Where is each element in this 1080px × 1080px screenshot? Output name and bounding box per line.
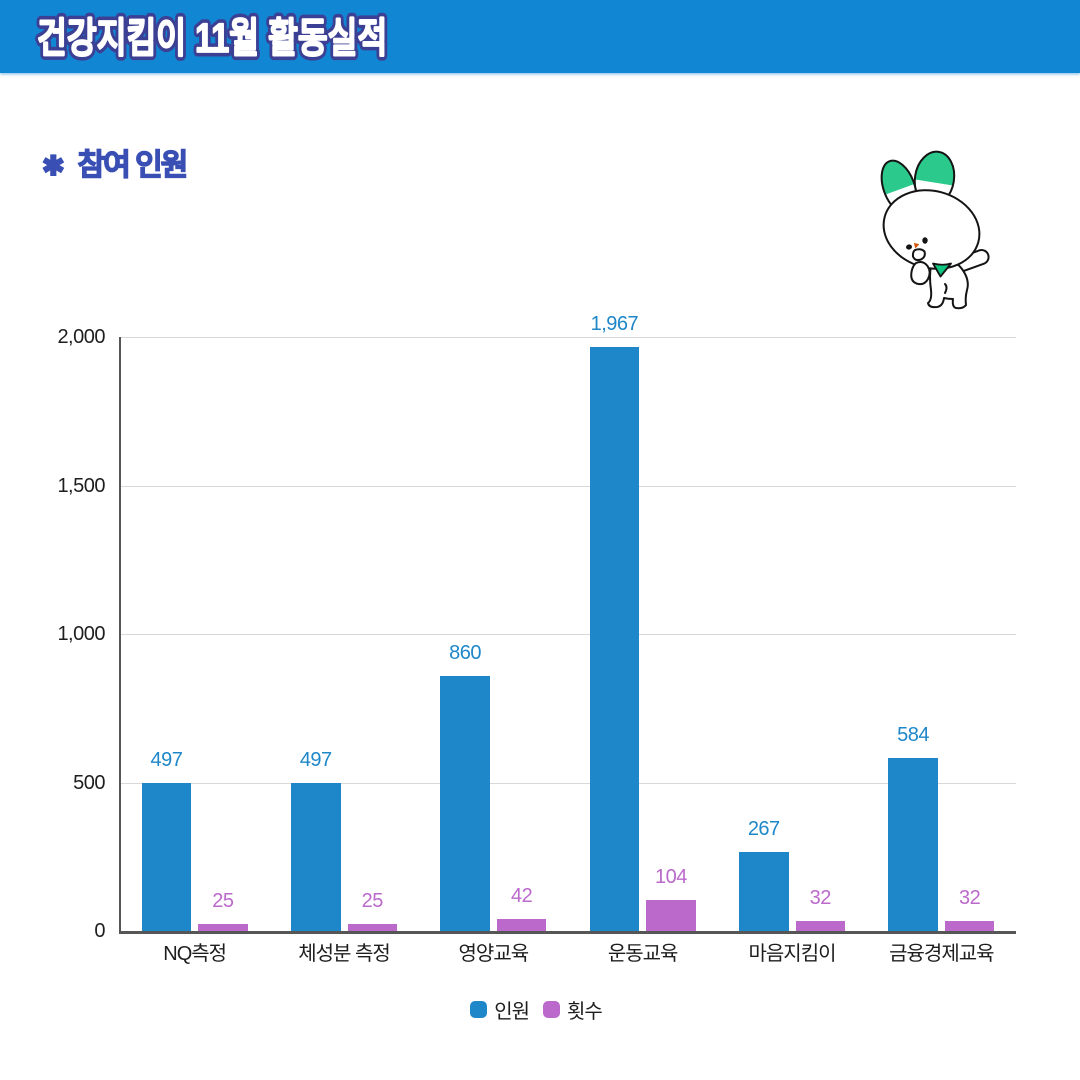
bar-value-label: 104: [654, 866, 687, 889]
gridline-1000: [120, 634, 1016, 635]
bar-value-label: 25: [212, 889, 234, 912]
section-heading: ✱ 참여 인원: [42, 147, 190, 185]
y-axis-line: [119, 337, 121, 933]
page-title-outline: 건강지킴이 11월 활동실적: [37, 15, 387, 60]
bar-인원-3: [589, 346, 640, 931]
legend-label: 횟수: [567, 1001, 603, 1023]
bar-value-label: 1,967: [590, 312, 639, 335]
bar-value-label: 584: [897, 723, 930, 746]
bar-인원-2: [440, 675, 490, 931]
y-tick-label: 1,500: [57, 474, 105, 497]
rabbit-right-eye: [922, 237, 928, 244]
x-axis-line: [119, 931, 1016, 934]
rabbit-nose: [914, 243, 919, 248]
bar-횟수-4: [795, 921, 845, 931]
chart-legend: 인원 횟수: [0, 995, 1072, 1024]
bar-횟수-0: [198, 923, 248, 931]
bar-횟수-3: [646, 900, 696, 931]
section-title: 참여 인원: [77, 149, 189, 182]
asterisk-icon: ✱: [42, 150, 66, 181]
category-label-0: NQ측정: [163, 943, 227, 965]
bar-인원-0: [141, 783, 192, 931]
header-title-wrap: 건강지킴이 11월 활동실적 건강지킴이 11월 활동실적: [33, 11, 391, 64]
category-label-3: 운동교육: [607, 943, 679, 965]
rabbit-left-eye: [906, 244, 912, 250]
bar-value-label: 42: [510, 884, 533, 907]
bar-value-label: 25: [361, 889, 384, 912]
header-bar: [0, 0, 1080, 73]
bar-value-label: 497: [299, 749, 332, 772]
y-tick-label: 2,000: [57, 326, 105, 348]
category-label-4: 마음지킴이: [748, 943, 837, 965]
bar-인원-5: [888, 757, 938, 931]
rabbit-scarf: [932, 262, 952, 278]
page-title: 건강지킴이 11월 활동실적: [37, 15, 387, 60]
legend-item-인원: 인원: [470, 995, 530, 1024]
bar-value-label: 497: [150, 749, 183, 772]
bar-횟수-2: [496, 918, 547, 931]
category-label-5: 금융경제교육: [889, 943, 994, 965]
rabbit-mascot: [875, 148, 990, 310]
rabbit-knee-line: [944, 283, 948, 294]
bar-value-label: 32: [809, 887, 832, 910]
category-label-1: 체성분 측정: [298, 943, 391, 965]
legend-swatch: [470, 1001, 488, 1018]
bar-인원-1: [291, 783, 341, 931]
category-label-2: 영양교육: [458, 943, 530, 965]
bar-횟수-1: [347, 923, 397, 931]
gridline-2000: [120, 337, 1016, 338]
bar-인원-4: [739, 851, 789, 931]
bar-value-label: 32: [958, 887, 981, 910]
gridline-1500: [120, 485, 1016, 487]
legend-label: 인원: [494, 1001, 530, 1023]
rabbit-mouth: [911, 248, 926, 262]
y-tick-label: 0: [94, 920, 105, 942]
legend-swatch: [543, 1001, 560, 1018]
y-tick-label: 1,000: [57, 623, 105, 645]
gridline-500: [120, 782, 1016, 784]
legend-item-횟수: 횟수: [543, 995, 603, 1024]
bar-value-label: 267: [747, 817, 780, 840]
rabbit-front-paw: [910, 261, 931, 286]
y-tick-label: 500: [73, 771, 105, 794]
bar-value-label: 860: [449, 641, 482, 664]
bar-횟수-5: [944, 921, 995, 931]
